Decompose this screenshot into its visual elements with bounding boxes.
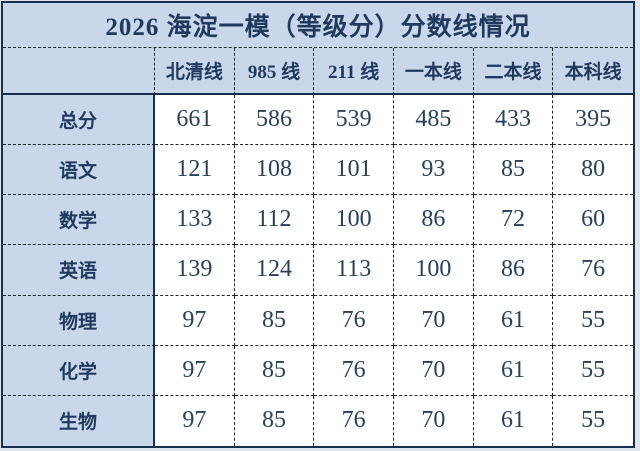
score-cell: 485 [393,95,474,146]
score-cell: 70 [393,295,474,346]
score-cell: 55 [553,345,633,396]
score-cell: 100 [314,195,394,246]
score-cell: 100 [393,245,474,296]
score-cell: 133 [155,195,235,246]
column-header: 北清线 [155,48,235,95]
score-cell: 97 [155,345,235,396]
score-cell: 60 [553,195,633,246]
score-cell: 76 [553,245,633,296]
score-cell: 108 [234,145,315,196]
score-cell: 97 [155,295,235,346]
score-cell: 395 [553,95,633,146]
score-cell: 85 [234,295,315,346]
score-cell: 112 [234,195,315,246]
row-header: 数学 [3,195,155,246]
score-cell: 76 [314,345,394,396]
row-header: 总分 [3,95,155,146]
score-cell: 80 [553,145,633,196]
score-cell: 121 [155,145,235,196]
score-cell: 61 [473,295,554,346]
score-cell: 661 [155,95,235,146]
score-cell: 55 [553,295,633,346]
score-cell: 72 [473,195,554,246]
score-cell: 586 [234,95,315,146]
score-cell: 86 [393,195,474,246]
row-header: 英语 [3,245,155,296]
row-header: 物理 [3,295,155,346]
score-cell: 61 [473,345,554,396]
score-cell: 101 [314,145,394,196]
score-cell: 85 [473,145,554,196]
row-header: 语文 [3,145,155,196]
score-cell: 433 [473,95,554,146]
score-cell: 86 [473,245,554,296]
score-cell: 113 [314,245,394,296]
score-cell: 139 [155,245,235,296]
score-cell: 70 [393,345,474,396]
score-cell: 539 [314,95,394,146]
column-header: 211 线 [314,48,394,95]
corner-cell [3,48,155,95]
column-header: 本科线 [553,48,633,95]
score-cell: 55 [553,395,633,446]
score-cell: 93 [393,145,474,196]
score-cell: 76 [314,395,394,446]
score-cell: 76 [314,295,394,346]
score-cell: 85 [234,345,315,396]
column-header: 一本线 [393,48,474,95]
score-cell: 97 [155,395,235,446]
column-header: 二本线 [473,48,554,95]
score-cell: 70 [393,395,474,446]
row-header: 化学 [3,345,155,396]
score-cell: 124 [234,245,315,296]
score-cell: 61 [473,395,554,446]
row-header: 生物 [3,395,155,446]
score-cell: 85 [234,395,315,446]
table-title: 2026 海淀一模（等级分）分数线情况 [3,3,633,48]
column-header: 985 线 [234,48,315,95]
